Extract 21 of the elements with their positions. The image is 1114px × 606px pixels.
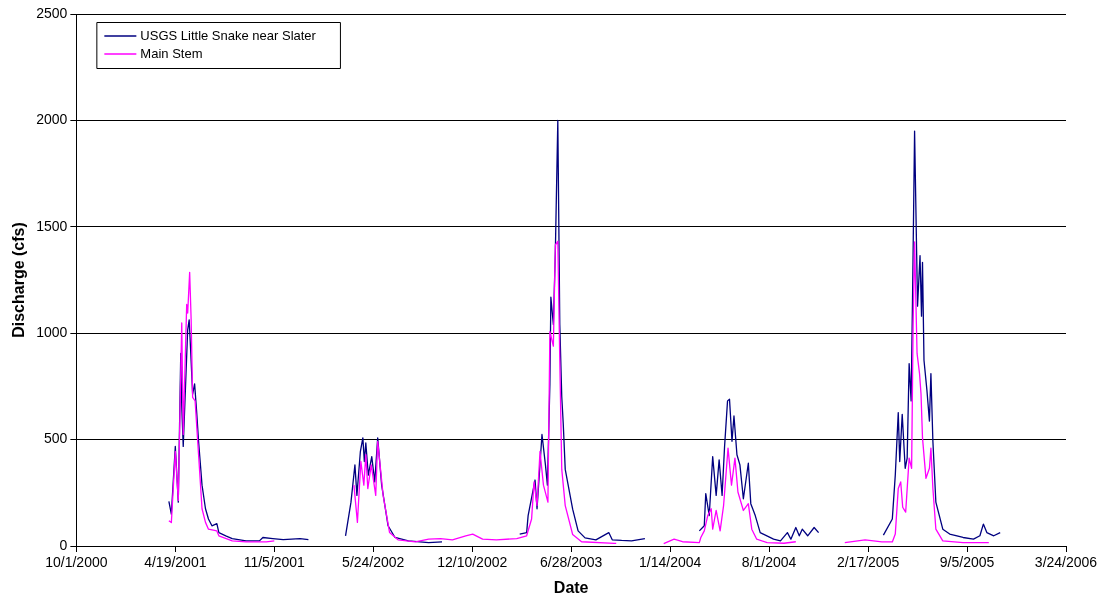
y-tick-label: 2500 [36,4,68,21]
y-axis-title: Discharge (cfs) [10,222,28,338]
y-tick-label: 500 [43,430,68,447]
y-tick-label: 1500 [36,217,68,234]
y-tick-label: 2000 [36,111,68,128]
x-tick-label: 9/5/2005 [939,554,995,571]
x-tick-label: 12/10/2002 [437,554,508,571]
x-axis-title: Date [553,578,589,596]
x-tick-label: 6/28/2003 [540,554,603,571]
x-tick-label: 3/24/2006 [1034,554,1098,571]
legend-label: USGS Little Snake near Slater [140,27,317,43]
legend-label: Main Stem [140,45,203,61]
x-tick-label: 5/24/2002 [342,554,405,571]
y-tick-label: 0 [59,536,68,553]
x-tick-label: 4/19/2001 [144,554,207,571]
x-tick-label: 1/14/2004 [638,554,702,571]
x-tick-label: 2/17/2005 [836,554,900,571]
x-tick-label: 8/1/2004 [741,554,797,571]
x-tick-label: 11/5/2001 [243,554,306,571]
y-tick-label: 1000 [36,324,68,341]
x-tick-label: 10/1/2000 [45,554,108,571]
